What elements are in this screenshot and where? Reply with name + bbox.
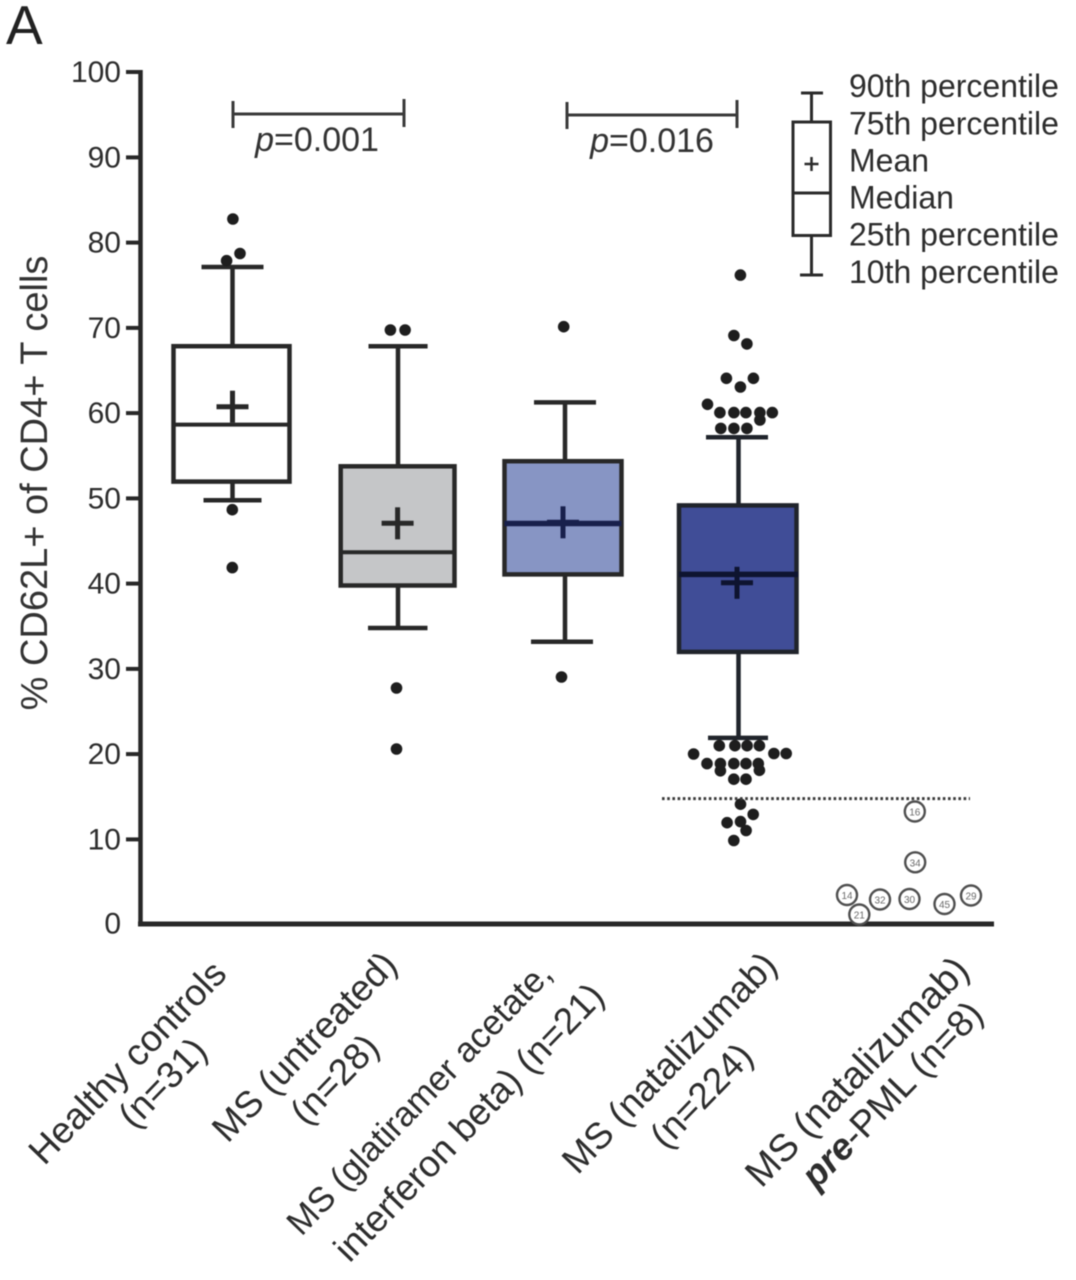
svg-text:30: 30 <box>904 895 916 906</box>
svg-text:60: 60 <box>88 397 121 430</box>
svg-text:90: 90 <box>88 141 121 174</box>
svg-text:16: 16 <box>909 808 921 819</box>
svg-text:32: 32 <box>874 896 886 907</box>
svg-text:25th percentile: 25th percentile <box>849 217 1059 253</box>
svg-text:0: 0 <box>104 908 121 941</box>
svg-text:40: 40 <box>88 568 121 601</box>
svg-text:45: 45 <box>939 900 951 911</box>
svg-text:% CD62L+ of CD4+ T cells: % CD62L+ of CD4+ T cells <box>14 256 56 711</box>
svg-text:A: A <box>6 0 43 56</box>
svg-text:100: 100 <box>71 56 121 89</box>
svg-text:Median: Median <box>849 180 954 216</box>
svg-text:10th percentile: 10th percentile <box>849 254 1059 290</box>
svg-text:34: 34 <box>910 858 922 869</box>
svg-text:10: 10 <box>88 823 121 856</box>
svg-text:30: 30 <box>88 653 121 686</box>
svg-text:50: 50 <box>88 482 121 515</box>
svg-text:14: 14 <box>841 891 853 902</box>
svg-text:75th percentile: 75th percentile <box>849 106 1059 142</box>
svg-text:29: 29 <box>965 892 977 903</box>
svg-text:Mean: Mean <box>849 143 929 179</box>
svg-text:21: 21 <box>854 911 866 922</box>
svg-text:70: 70 <box>88 312 121 345</box>
svg-text:80: 80 <box>88 227 121 260</box>
svg-text:p=0.001: p=0.001 <box>254 121 379 159</box>
svg-text:20: 20 <box>88 738 121 771</box>
svg-text:90th percentile: 90th percentile <box>849 68 1059 104</box>
svg-text:p=0.016: p=0.016 <box>589 122 714 160</box>
